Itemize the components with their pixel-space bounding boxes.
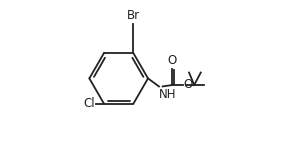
Text: O: O xyxy=(184,78,193,91)
Text: NH: NH xyxy=(159,88,177,101)
Text: Cl: Cl xyxy=(83,97,95,110)
Text: O: O xyxy=(168,54,177,67)
Text: Br: Br xyxy=(127,9,140,22)
